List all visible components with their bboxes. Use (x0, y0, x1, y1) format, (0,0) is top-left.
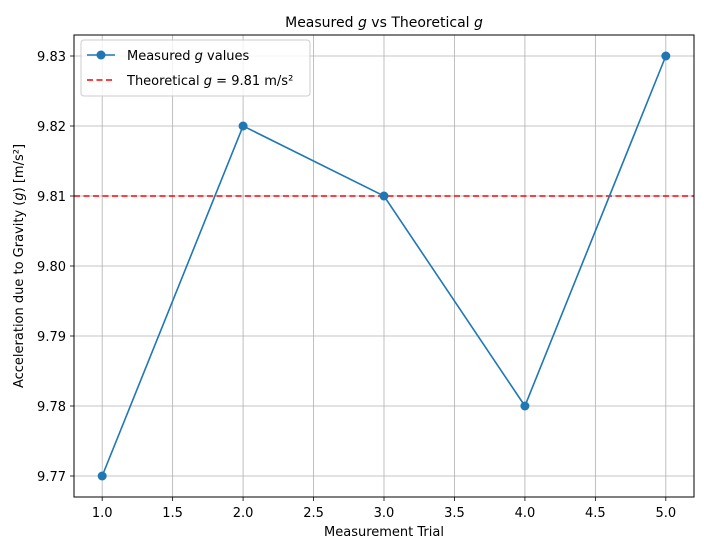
y-tick-label: 9.79 (37, 330, 66, 345)
chart-title-part-4: g (474, 15, 483, 31)
legend-reference-label-part-2: g (204, 74, 212, 89)
x-tick-label: 1.5 (162, 506, 183, 521)
legend-series-label: Measured g values (127, 49, 250, 64)
legend-box (80, 39, 311, 97)
y-tick-label: 9.81 (37, 190, 66, 205)
measured-g-point (379, 191, 389, 201)
y-tick-label: 9.82 (37, 120, 66, 135)
legend-reference-label-part-1: Theoretical (126, 74, 204, 89)
x-tick-label: 3.0 (374, 506, 395, 521)
y-axis-label: Acceleration due to Gravity (g) [m/s²] (12, 144, 27, 388)
x-tick-label: 2.0 (233, 506, 254, 521)
y-tick-label: 9.78 (37, 400, 66, 415)
x-tick-label: 4.5 (585, 506, 606, 521)
legend-reference-label: Theoretical g = 9.81 m/s² (126, 74, 293, 89)
chart-title-part-2: g (358, 15, 367, 31)
y-axis: 9.77 9.78 9.79 9.80 9.81 9.82 9.83 (37, 50, 74, 485)
y-axis-label-part-2: g (12, 192, 27, 200)
measured-g-point (238, 121, 248, 131)
x-tick-label: 1.0 (92, 506, 113, 521)
legend-series-label-part-2: g (195, 49, 203, 64)
legend: Measured g values Theoretical g = 9.81 m… (80, 39, 311, 97)
legend-series-label-part-1: Measured (127, 49, 195, 64)
measured-g-point (520, 401, 530, 411)
x-tick-label: 2.5 (303, 506, 324, 521)
x-axis-label: Measurement Trial (324, 525, 444, 540)
legend-reference-label-part-3: = 9.81 m/s² (212, 74, 293, 89)
chart-title-part-3: vs Theoretical (367, 15, 474, 31)
chart-title: Measured g vs Theoretical g (285, 15, 483, 31)
legend-series-marker (96, 50, 106, 60)
legend-series-label-part-3: values (203, 49, 250, 64)
y-tick-label: 9.77 (37, 470, 66, 485)
y-axis-label-part-1: Acceleration due to Gravity ( (12, 201, 27, 388)
data-series (97, 51, 671, 481)
y-axis-label-part-3: ) [m/s²] (12, 144, 27, 192)
y-tick-label: 9.83 (37, 50, 66, 65)
measured-g-point (97, 471, 107, 481)
x-tick-label: 5.0 (655, 506, 676, 521)
x-axis: 1.0 1.5 2.0 2.5 3.0 3.5 4.0 4.5 5.0 (92, 497, 676, 521)
x-tick-label: 3.5 (444, 506, 465, 521)
x-tick-label: 4.0 (515, 506, 536, 521)
measured-g-point (661, 51, 671, 61)
y-tick-label: 9.80 (37, 260, 66, 275)
chart-title-part-1: Measured (285, 15, 358, 31)
